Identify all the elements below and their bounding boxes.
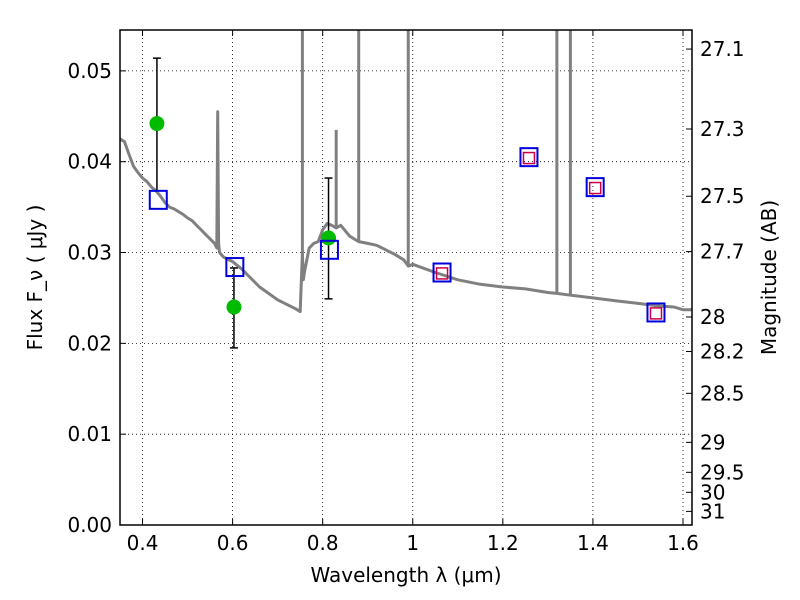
y-tick-label: 0.00: [67, 513, 112, 537]
x-tick-label: 0.6: [217, 531, 249, 555]
right-axis-title: Magnitude (AB): [757, 200, 781, 355]
model-flux-square: [646, 302, 666, 323]
plot-area: [120, 30, 692, 349]
plot-frame: [119, 29, 693, 526]
spectrum-line: [120, 110, 692, 314]
mag-tick-label: 30: [700, 480, 725, 504]
y-axis-title: Flux F_ν ( μJy ): [23, 205, 47, 351]
x-tick-label: 1: [406, 531, 419, 555]
x-axis-title: Wavelength λ (μm): [310, 563, 501, 587]
mag-tick-label: 28.2: [700, 340, 745, 364]
observed-flux-point: [226, 299, 242, 315]
mag-tick-label: 27.5: [700, 184, 745, 208]
mag-tick-label: 31: [700, 499, 725, 523]
observed-flux-point: [321, 230, 337, 246]
axis-ticks: 0.4 0.6 0.8 1 1.2 1.4 1.6 0.00 0.01 0.02 0.03 0.04 0…: [67, 30, 745, 555]
model-flux-square-small: [522, 151, 536, 165]
x-tick-label: 0.4: [127, 531, 159, 555]
x-tick-label: 1.2: [487, 531, 519, 555]
plot-clip-group: [120, 30, 692, 314]
mag-tick-label: 28.5: [700, 381, 745, 405]
y-tick-label: 0.03: [67, 241, 112, 265]
model-flux-square: [225, 257, 245, 278]
model-flux-square: [519, 147, 539, 168]
model-flux-square-small: [649, 307, 663, 320]
model-flux-square-small: [588, 181, 602, 195]
mag-tick-label: 27.3: [700, 117, 745, 141]
mag-tick-label: 29: [700, 430, 725, 454]
mag-tick-label: 27.7: [700, 240, 745, 264]
model-flux-square: [319, 239, 339, 260]
y-tick-label: 0.04: [67, 150, 112, 174]
x-tick-label: 0.8: [307, 531, 339, 555]
x-tick-label: 1.6: [667, 531, 699, 555]
model-flux-square: [585, 177, 605, 198]
mag-tick-label: 27.1: [700, 37, 745, 61]
x-tick-label: 1.4: [577, 531, 609, 555]
model-flux-square: [432, 262, 452, 283]
grid-lines: [120, 30, 692, 526]
mag-tick-label: 28: [700, 305, 725, 329]
model-flux-square: [148, 189, 168, 210]
y-tick-label: 0.01: [67, 422, 112, 446]
mag-tick-label: 29.5: [700, 460, 745, 484]
y-tick-label: 0.05: [67, 59, 112, 83]
y-tick-label: 0.02: [67, 331, 112, 355]
observed-flux-point: [149, 116, 165, 132]
model-flux-square-small: [435, 267, 449, 280]
